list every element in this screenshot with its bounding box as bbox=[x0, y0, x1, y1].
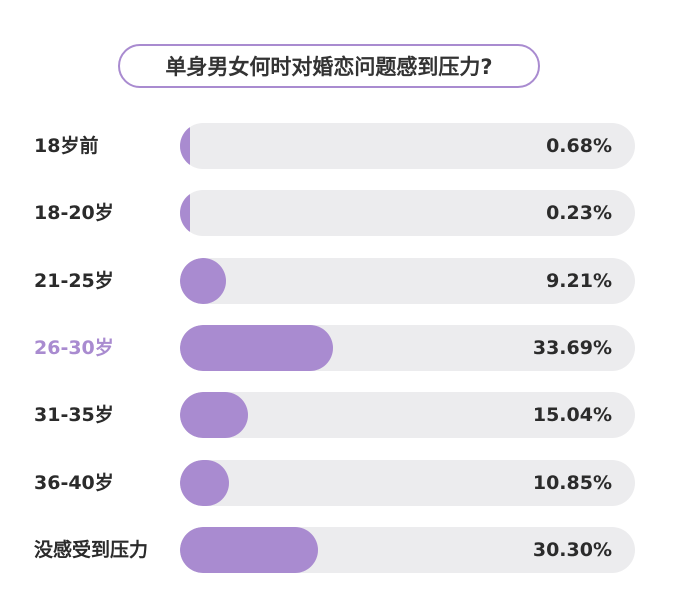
bar bbox=[180, 527, 318, 573]
bar bbox=[180, 325, 334, 371]
value-label: 9.21% bbox=[546, 270, 612, 292]
category-label: 18岁前 bbox=[34, 135, 99, 157]
bar-track bbox=[180, 190, 635, 236]
bar-row: 36-40岁 10.85% bbox=[0, 459, 682, 507]
value-label: 0.68% bbox=[546, 135, 612, 157]
category-label: 31-35岁 bbox=[34, 404, 114, 426]
value-label: 0.23% bbox=[546, 202, 612, 224]
value-label: 10.85% bbox=[532, 472, 612, 494]
bar-row: 26-30岁 33.69% bbox=[0, 324, 682, 372]
category-label: 26-30岁 bbox=[34, 337, 114, 359]
category-label: 18-20岁 bbox=[34, 202, 114, 224]
bar-track bbox=[180, 258, 635, 304]
category-label: 36-40岁 bbox=[34, 472, 114, 494]
value-label: 15.04% bbox=[532, 404, 612, 426]
bar-row: 18-20岁 0.23% bbox=[0, 189, 682, 237]
chart-title: 单身男女何时对婚恋问题感到压力? bbox=[118, 44, 540, 88]
value-label: 30.30% bbox=[532, 539, 612, 561]
bar-track bbox=[180, 527, 635, 573]
bar-row: 31-35岁 15.04% bbox=[0, 391, 682, 439]
bar bbox=[180, 123, 190, 169]
bar-track bbox=[180, 123, 635, 169]
value-label: 33.69% bbox=[532, 337, 612, 359]
bar bbox=[180, 190, 190, 236]
bar bbox=[180, 392, 249, 438]
bar-track bbox=[180, 325, 635, 371]
bar-row: 没感受到压力 30.30% bbox=[0, 526, 682, 574]
bar-row: 21-25岁 9.21% bbox=[0, 257, 682, 305]
category-label: 21-25岁 bbox=[34, 270, 114, 292]
bar-track bbox=[180, 392, 635, 438]
bar bbox=[180, 258, 226, 304]
bar-track bbox=[180, 460, 635, 506]
category-label: 没感受到压力 bbox=[34, 539, 149, 561]
bar-row: 18岁前 0.68% bbox=[0, 122, 682, 170]
bar bbox=[180, 460, 230, 506]
